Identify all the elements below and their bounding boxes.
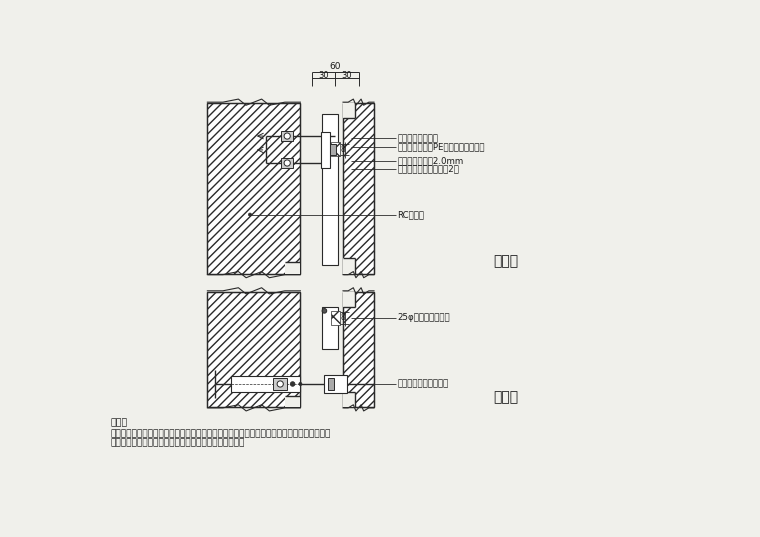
Circle shape: [249, 213, 252, 216]
Bar: [274, 378, 287, 390]
Text: 8: 8: [340, 144, 345, 154]
Bar: [207, 292, 300, 407]
Text: 不锈钢固定片厚2.0mm: 不锈钢固定片厚2.0mm: [397, 156, 464, 165]
Bar: [322, 114, 337, 265]
Bar: [281, 132, 293, 141]
Circle shape: [299, 382, 302, 386]
Text: 立剖面: 立剖面: [493, 254, 518, 268]
Text: 说明：: 说明：: [110, 419, 128, 427]
Bar: [343, 391, 355, 407]
Text: 填缝剂依缝发泡PE棒衬底（裂硫胶）: 填缝剂依缝发泡PE棒衬底（裂硫胶）: [397, 142, 485, 151]
Circle shape: [284, 160, 290, 166]
Text: 30: 30: [341, 71, 352, 80]
Bar: [343, 258, 355, 274]
Bar: [343, 103, 374, 274]
Bar: [343, 103, 355, 118]
Bar: [343, 292, 374, 407]
Bar: [207, 103, 300, 274]
Text: 25φ不锈钢水平扣件: 25φ不锈钢水平扣件: [397, 313, 450, 322]
Text: 30: 30: [318, 71, 329, 80]
Circle shape: [290, 382, 295, 386]
Bar: [285, 263, 300, 274]
Bar: [330, 144, 336, 155]
Bar: [322, 307, 337, 350]
Bar: [331, 311, 340, 325]
Bar: [321, 132, 330, 168]
Text: 不锈钢固定片详立剖面: 不锈钢固定片详立剖面: [397, 380, 448, 388]
Bar: [328, 378, 334, 390]
Text: 承商装石材施作前，应依石材分割尺寸配置镀锌钢架（防扩处理），并提送结构分析，经甲方: 承商装石材施作前，应依石材分割尺寸配置镀锌钢架（防扩处理），并提送结构分析，经甲…: [110, 430, 331, 438]
Text: 60: 60: [330, 62, 341, 70]
Circle shape: [277, 381, 283, 387]
Circle shape: [284, 133, 290, 139]
Bar: [285, 396, 300, 407]
Bar: [331, 142, 340, 156]
Text: 审查後方得施作，其费用已含於标单项目，不另行计价。: 审查後方得施作，其费用已含於标单项目，不另行计价。: [110, 439, 245, 448]
Bar: [343, 292, 355, 307]
Text: 膨胀螺栓固定每片石板2尺: 膨胀螺栓固定每片石板2尺: [397, 165, 459, 173]
Text: 半剖面: 半剖面: [493, 390, 518, 404]
Text: 镀锌钢质螺丝锁固: 镀锌钢质螺丝锁固: [397, 134, 439, 143]
Bar: [230, 376, 300, 391]
Bar: [324, 375, 347, 393]
Bar: [281, 158, 293, 168]
Text: RC或红砖: RC或红砖: [397, 210, 424, 219]
Text: 8: 8: [340, 313, 345, 322]
Circle shape: [322, 309, 327, 313]
